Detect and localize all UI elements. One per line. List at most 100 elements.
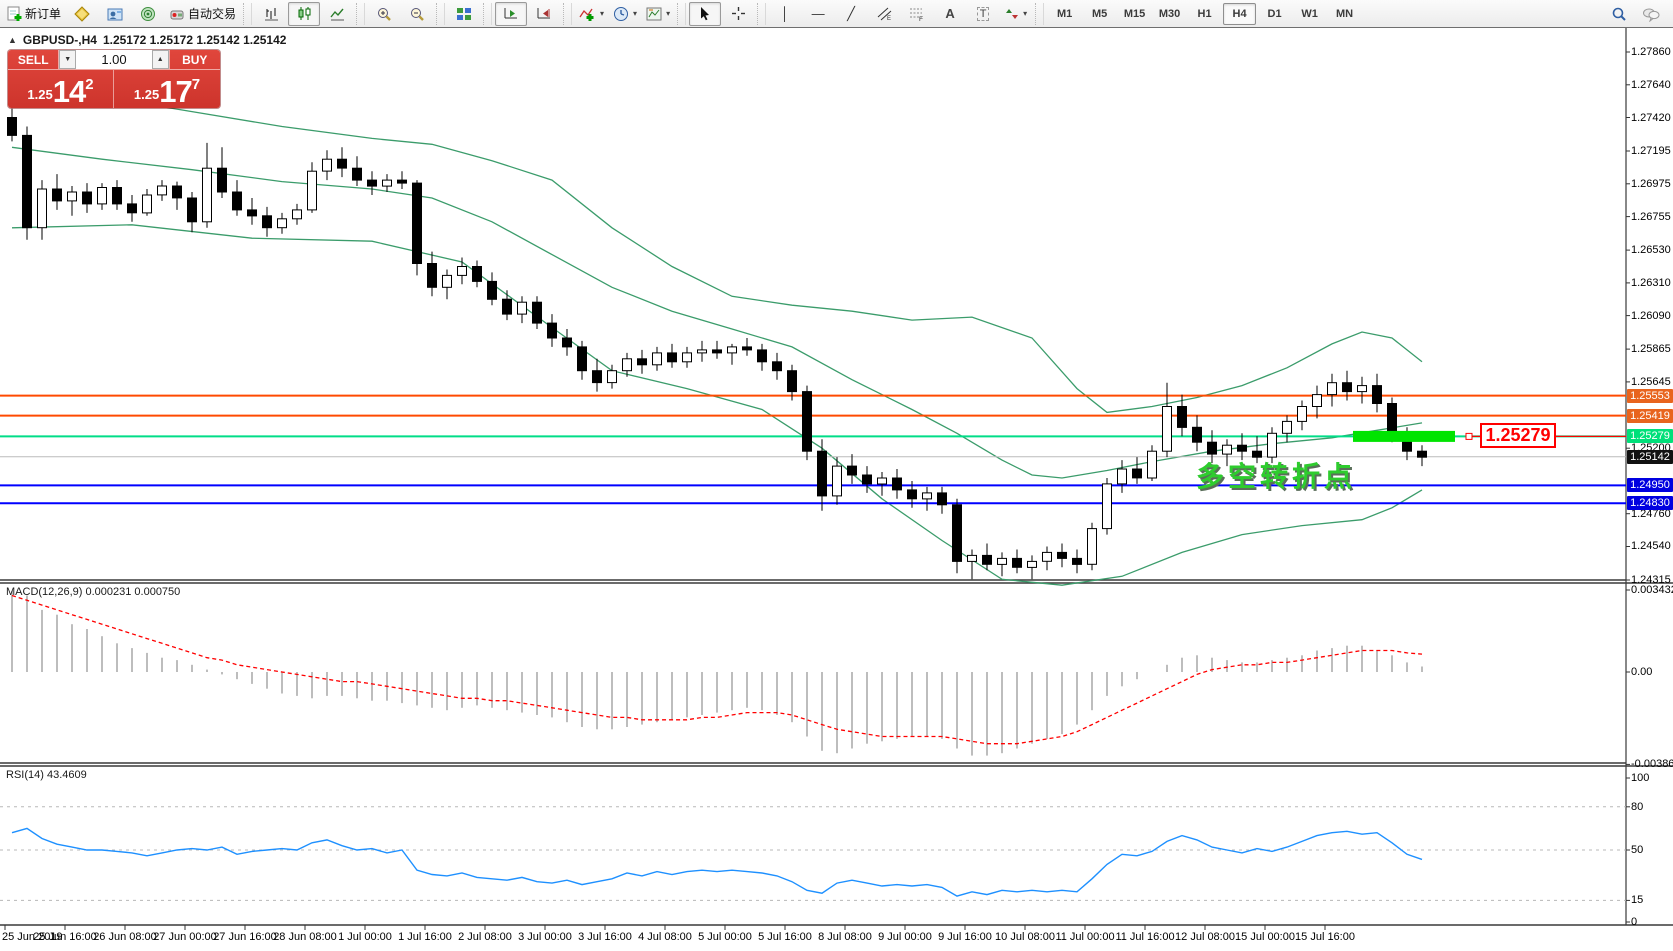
volume-input[interactable] — [76, 50, 152, 69]
price-tick: 0.00 — [1631, 666, 1653, 678]
time-tick: 27 Jun 00:00 — [153, 931, 217, 943]
candle — [487, 280, 497, 300]
text-tool[interactable]: A — [934, 2, 966, 26]
candlestick-chart-button[interactable] — [288, 1, 321, 26]
chat-button[interactable] — [1635, 2, 1667, 26]
new-order-icon — [7, 6, 22, 21]
trade-panel-top-row: SELL ▼ ▲ BUY — [8, 50, 220, 70]
tile-windows-button[interactable] — [448, 2, 480, 26]
line-chart-button[interactable] — [321, 2, 353, 26]
candle — [817, 450, 827, 497]
chart-shift-button[interactable] — [528, 2, 560, 26]
time-tick: 5 Jul 16:00 — [758, 931, 812, 943]
equidistant-channel-tool[interactable]: E — [868, 2, 900, 26]
templates-button[interactable]: ▾ — [642, 2, 674, 26]
candle — [832, 465, 842, 497]
price-tick: 1.26755 — [1631, 210, 1671, 223]
autotrading-label: 自动交易 — [188, 7, 237, 21]
indicators-button[interactable]: ▾ — [575, 2, 608, 26]
collapse-icon[interactable]: ▲ — [8, 35, 17, 45]
candle — [1057, 551, 1067, 559]
candle — [772, 361, 782, 372]
bollinger-band — [11, 78, 1423, 414]
candle — [637, 358, 647, 366]
highlight-rect[interactable] — [1353, 430, 1455, 442]
candle — [307, 170, 317, 211]
text-label-tool[interactable]: T — [967, 2, 999, 26]
timeframe-m1[interactable]: M1 — [1056, 7, 1073, 20]
vertical-line-tool[interactable]: │ — [769, 2, 801, 26]
auto-scroll-button[interactable] — [495, 1, 528, 26]
candle — [1207, 441, 1217, 455]
candle — [217, 167, 227, 193]
volume-increase-button[interactable]: ▲ — [152, 50, 169, 69]
chat-icon — [1643, 8, 1660, 22]
strategy-tester-icon — [107, 8, 123, 20]
candle — [922, 492, 932, 500]
candle — [1282, 420, 1292, 434]
candle — [1012, 557, 1022, 568]
autotrading-button[interactable]: 自动交易 — [165, 2, 240, 26]
auto-scroll-icon — [504, 8, 518, 19]
candle — [352, 167, 362, 181]
timeframe-m15[interactable]: M15 — [1123, 7, 1146, 20]
macd-signal-line — [11, 594, 1423, 745]
candlestick-chart-icon — [298, 7, 311, 20]
text-tool-icon: A — [945, 6, 955, 21]
cursor-button[interactable] — [689, 1, 722, 26]
arrows-icon — [1006, 8, 1019, 19]
fibonacci-tool[interactable]: F — [901, 2, 933, 26]
time-tick: 3 Jul 16:00 — [578, 931, 632, 943]
toolbar-separator — [563, 2, 573, 25]
periods-button[interactable]: ▾ — [609, 2, 641, 26]
candle — [727, 346, 737, 354]
channel-icon: E — [877, 7, 892, 21]
crosshair-button[interactable] — [722, 2, 754, 26]
rsi-indicator-label: RSI(14) 43.4609 — [6, 769, 87, 781]
timeframe-m30[interactable]: M30 — [1158, 7, 1181, 20]
one-click-trading-panel: SELL ▼ ▲ BUY 1.25 14 2 1.25 17 7 — [8, 50, 220, 108]
chart-canvas[interactable] — [0, 28, 1673, 951]
sell-price-small: 1.25 — [27, 87, 53, 102]
new-order-label: 新订单 — [25, 7, 62, 21]
zoom-out-button[interactable] — [401, 2, 433, 26]
bollinger-band — [11, 146, 1423, 479]
search-button[interactable] — [1603, 2, 1635, 26]
timeframe-d1[interactable]: D1 — [1267, 7, 1282, 20]
buy-price[interactable]: 1.25 17 7 — [114, 70, 220, 108]
horizontal-line-tool[interactable]: — — [802, 2, 834, 26]
candle — [37, 188, 47, 229]
signals-button[interactable] — [132, 2, 164, 26]
buy-button[interactable]: BUY — [168, 50, 220, 69]
price-tick: 80 — [1631, 800, 1644, 813]
candle — [1117, 468, 1127, 485]
zoom-in-button[interactable] — [368, 2, 400, 26]
sell-button[interactable]: SELL — [8, 50, 60, 69]
sell-price[interactable]: 1.25 14 2 — [8, 70, 114, 108]
candle — [667, 352, 677, 363]
price-tick: 50 — [1631, 844, 1644, 856]
candle — [202, 167, 212, 223]
price-tick: 1.26090 — [1631, 309, 1671, 322]
candle — [232, 191, 242, 211]
buy-price-big: 17 — [159, 74, 192, 108]
strategy-tester-button[interactable] — [99, 2, 131, 26]
timeframe-m5[interactable]: M5 — [1091, 7, 1108, 20]
price-line-label: 1.24950 — [1627, 478, 1673, 493]
new-order-button[interactable]: 新订单 — [2, 2, 65, 26]
arrows-tool[interactable]: ▾ — [1000, 2, 1032, 26]
chevron-down-icon: ▾ — [633, 9, 638, 18]
candle — [517, 301, 527, 315]
bar-chart-button[interactable] — [255, 2, 287, 26]
timeframe-w1[interactable]: W1 — [1301, 7, 1318, 20]
timeframe-h1[interactable]: H1 — [1197, 7, 1212, 20]
candle — [1102, 483, 1112, 530]
volume-decrease-button[interactable]: ▼ — [59, 50, 76, 69]
timeframe-h4[interactable]: H4 — [1223, 2, 1257, 25]
timeframe-mn[interactable]: MN — [1336, 7, 1354, 20]
trendline-tool[interactable]: ╱ — [835, 2, 867, 26]
trendline-icon: ╱ — [847, 5, 855, 21]
ohlc-values: 1.25172 1.25172 1.25142 1.25142 — [102, 33, 287, 47]
metaeditor-button[interactable] — [66, 2, 98, 26]
candle — [172, 185, 182, 199]
